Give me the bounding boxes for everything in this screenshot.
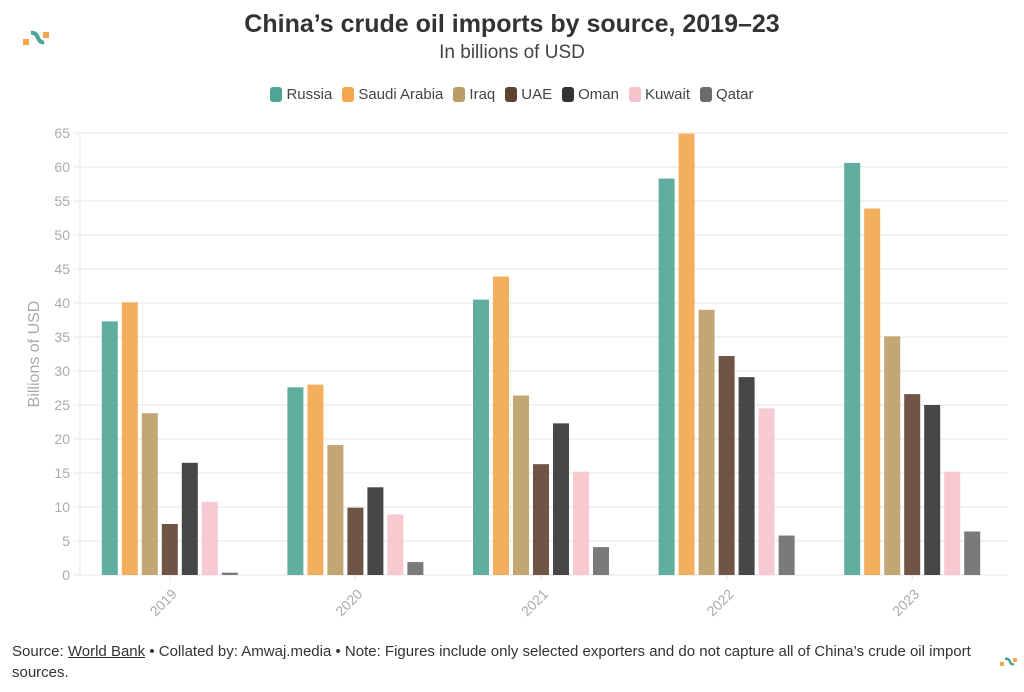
- legend-label: Russia: [286, 86, 333, 103]
- y-tick-label: 35: [54, 329, 70, 345]
- bar-kuwait-2023: [944, 471, 961, 575]
- y-tick-label: 15: [54, 465, 70, 481]
- brand-logo-icon: [22, 30, 50, 51]
- legend-item-qatar[interactable]: Qatar: [700, 86, 754, 103]
- legend-label: Saudi Arabia: [358, 86, 444, 103]
- legend-label: UAE: [521, 86, 553, 103]
- x-tick-label: 2022: [703, 586, 736, 619]
- bar-russia-2021: [473, 299, 489, 575]
- legend-swatch: [505, 87, 518, 102]
- legend-item-kuwait[interactable]: Kuwait: [628, 86, 690, 103]
- y-tick-label: 50: [54, 227, 70, 243]
- bar-saudi-arabia-2019: [121, 302, 138, 575]
- bar-saudi-arabia-2023: [864, 208, 881, 576]
- bar-iraq-2020: [327, 445, 344, 575]
- bar-uae-2020: [347, 507, 364, 575]
- footer-text: • Collated by: Amwaj.media • Note: Figur…: [12, 643, 971, 681]
- chart-subtitle: In billions of USD: [439, 42, 585, 63]
- bar-oman-2021: [553, 423, 569, 575]
- bar-oman-2023: [924, 405, 941, 575]
- bar-qatar-2019: [221, 572, 238, 575]
- legend-swatch: [453, 87, 466, 102]
- bar-kuwait-2021: [573, 471, 589, 575]
- bar-uae-2022: [718, 356, 735, 575]
- bar-saudi-arabia-2020: [307, 384, 324, 575]
- bar-qatar-2023: [964, 531, 981, 575]
- bar-iraq-2022: [698, 309, 715, 575]
- legend-label: Qatar: [716, 86, 754, 103]
- x-tick-label: 2019: [147, 586, 180, 619]
- bar-qatar-2020: [407, 562, 424, 575]
- x-tick-label: 2023: [889, 586, 922, 619]
- bar-uae-2021: [533, 464, 549, 575]
- legend-item-uae[interactable]: UAE: [505, 86, 552, 103]
- y-tick-label: 60: [54, 159, 70, 175]
- bar-russia-2020: [287, 387, 304, 575]
- chart-title: China’s crude oil imports by source, 201…: [244, 10, 780, 38]
- y-tick-label: 0: [62, 567, 70, 583]
- bar-qatar-2021: [593, 547, 609, 575]
- bar-russia-2023: [844, 162, 861, 576]
- y-axis-title: Billions of USD: [26, 301, 43, 408]
- legend-label: Kuwait: [644, 86, 690, 103]
- bar-chart: 0 5 10 15 20 25 30 35 40 45 50 55 60 65 Billions of US…: [26, 125, 1008, 619]
- brand-logo-small-icon: [1000, 654, 1018, 672]
- bar-russia-2022: [658, 178, 675, 575]
- y-tick-label: 25: [54, 397, 70, 413]
- legend-swatch: [700, 87, 712, 102]
- source-label: Source:: [12, 643, 64, 660]
- y-tick-label: 45: [54, 261, 70, 277]
- legend-swatch: [270, 87, 283, 102]
- source-link[interactable]: World Bank: [67, 643, 146, 660]
- legend: Russia Saudi Arabia Iraq UAE Oman Kuwait Qatar: [0, 86, 1024, 103]
- bar-russia-2019: [101, 321, 118, 575]
- legend-item-iraq[interactable]: Iraq: [453, 86, 495, 103]
- bar-oman-2022: [738, 377, 755, 575]
- legend-swatch: [628, 87, 641, 102]
- bar-kuwait-2020: [387, 514, 404, 575]
- bar-oman-2020: [367, 487, 384, 575]
- bar-uae-2023: [904, 394, 921, 575]
- y-tick-label: 40: [54, 295, 70, 311]
- y-tick-label: 55: [54, 193, 70, 209]
- y-tick-label: 65: [54, 125, 70, 141]
- footer-note: Source: World Bank • Collated by: Amwaj.…: [12, 641, 972, 683]
- legend-item-oman[interactable]: Oman: [562, 86, 619, 103]
- bar-iraq-2021: [513, 395, 529, 575]
- bar-kuwait-2022: [758, 408, 775, 575]
- bar-uae-2019: [161, 524, 178, 575]
- y-tick-label: 5: [62, 533, 70, 549]
- bar-oman-2019: [181, 462, 198, 575]
- x-tick-label: 2020: [332, 586, 365, 619]
- bar-kuwait-2019: [201, 501, 218, 575]
- legend-label: Oman: [578, 86, 619, 103]
- bar-qatar-2022: [778, 535, 795, 575]
- legend-item-saudi-arabia[interactable]: Saudi Arabia: [342, 86, 443, 103]
- bar-saudi-arabia-2022: [678, 133, 695, 575]
- x-tick-label: 2021: [518, 586, 551, 619]
- legend-label: Iraq: [469, 86, 496, 103]
- y-tick-label: 10: [54, 499, 70, 515]
- legend-swatch: [562, 87, 575, 102]
- legend-item-russia[interactable]: Russia: [270, 86, 332, 103]
- bar-iraq-2023: [884, 336, 901, 575]
- bar-iraq-2019: [141, 413, 158, 575]
- legend-swatch: [342, 87, 355, 102]
- y-tick-label: 20: [54, 431, 70, 447]
- bar-saudi-arabia-2021: [493, 276, 509, 575]
- y-tick-label: 30: [54, 363, 70, 379]
